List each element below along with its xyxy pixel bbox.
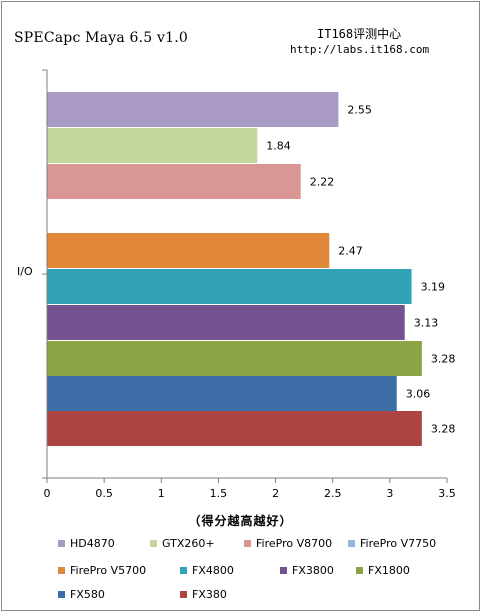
data-label: 3.28 — [431, 423, 456, 436]
data-label: 2.22 — [310, 176, 335, 189]
data-label: 3.28 — [431, 353, 456, 366]
x-tick-label: 1 — [158, 487, 165, 500]
legend-item: FX4800 — [180, 564, 234, 577]
data-label: 1.84 — [266, 140, 291, 153]
legend-label: FirePro V7750 — [360, 537, 437, 550]
x-tick-label: 2 — [272, 487, 279, 500]
category-label: I/O — [17, 265, 33, 278]
bar-fx3800 — [47, 305, 405, 340]
legend-label: FX380 — [192, 588, 227, 601]
bar-gtx260- — [47, 128, 258, 163]
legend-swatch — [58, 591, 65, 598]
legend-swatch — [244, 540, 251, 547]
bar-fx380 — [47, 411, 422, 446]
legend-swatch — [348, 540, 355, 547]
legend-swatch — [356, 567, 363, 574]
data-label: 2.47 — [338, 245, 363, 258]
legend-label: HD4870 — [70, 537, 115, 550]
x-tick-label: 1.5 — [210, 487, 228, 500]
bar-firepro-v5700 — [47, 233, 330, 268]
legend-swatch — [58, 540, 65, 547]
source-name: IT168评测中心 — [317, 27, 402, 41]
legend-item: FirePro V7750 — [348, 537, 436, 550]
legend-item: FirePro V5700 — [58, 564, 146, 577]
bar-fx4800 — [47, 269, 412, 304]
bar-fx580 — [47, 376, 397, 411]
legend-label: FirePro V8700 — [256, 537, 333, 550]
legend-label: FX1800 — [368, 564, 410, 577]
legend-swatch — [180, 567, 187, 574]
legend-label: FirePro V5700 — [70, 564, 147, 577]
legend-label: FX4800 — [192, 564, 234, 577]
data-label: 3.13 — [414, 317, 439, 330]
x-tick-label: 2.5 — [324, 487, 342, 500]
legend-swatch — [150, 540, 157, 547]
data-label: 3.19 — [421, 281, 446, 294]
chart-title: SPECapc Maya 6.5 v1.0 — [14, 30, 189, 46]
bar-fx1800 — [47, 341, 422, 376]
x-axis-title: （得分越高越好） — [188, 514, 293, 528]
legend-swatch — [58, 567, 65, 574]
legend-item: FX3800 — [280, 564, 334, 577]
bar-firepro-v8700 — [47, 164, 301, 199]
data-label: 2.55 — [347, 104, 372, 117]
legend-swatch — [180, 591, 187, 598]
bar-hd4870 — [47, 92, 339, 127]
legend-item: HD4870 — [58, 537, 115, 550]
legend-item: FX1800 — [356, 564, 410, 577]
legend-label: GTX260+ — [162, 537, 215, 550]
legend-item: FX380 — [180, 588, 227, 601]
legend-label: FX580 — [70, 588, 105, 601]
x-tick-label: 0.5 — [95, 487, 113, 500]
x-tick-label: 3 — [386, 487, 393, 500]
x-tick-label: 0 — [44, 487, 51, 500]
x-tick-label: 3.5 — [438, 487, 456, 500]
legend-label: FX3800 — [292, 564, 334, 577]
data-label: 3.06 — [406, 388, 431, 401]
legend-item: FX580 — [58, 588, 105, 601]
legend-swatch — [280, 567, 287, 574]
legend-item: FirePro V8700 — [244, 537, 332, 550]
source-url: http://labs.it168.com — [290, 43, 430, 56]
legend-item: GTX260+ — [150, 537, 215, 550]
